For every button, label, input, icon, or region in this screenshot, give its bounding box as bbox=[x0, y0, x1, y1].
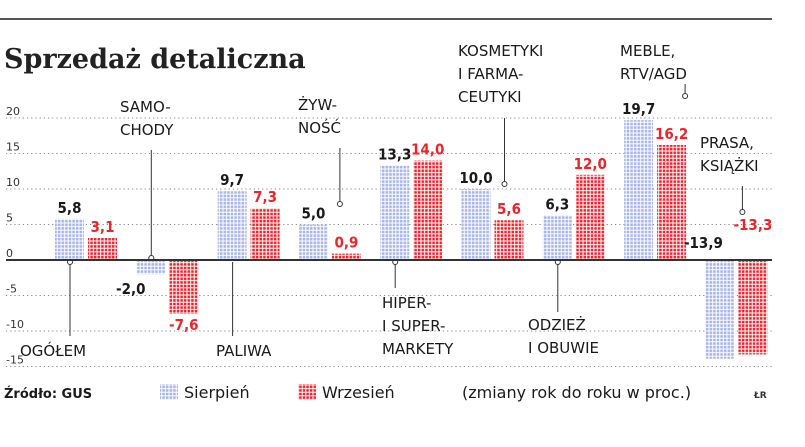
bar-wrzesien bbox=[657, 144, 687, 260]
value-label: 14,0 bbox=[411, 141, 444, 159]
value-label: 5,8 bbox=[58, 199, 82, 217]
bar-wrzesien bbox=[738, 260, 768, 355]
bar-sierpien bbox=[461, 189, 491, 260]
value-label: 16,2 bbox=[655, 125, 688, 143]
y-tick-label: -5 bbox=[6, 283, 17, 296]
category-label: ŻYW- bbox=[298, 95, 337, 114]
category-label: KSIĄŻKI bbox=[700, 156, 759, 175]
category-label: ODZIEŻ bbox=[528, 315, 586, 334]
top-rule bbox=[0, 18, 772, 20]
bar-sierpien bbox=[217, 191, 247, 260]
category-label: PALIWA bbox=[216, 342, 272, 360]
category-label: CEUTYKI bbox=[458, 88, 522, 106]
bar-wrzesien bbox=[169, 260, 199, 314]
category-labels: OGÓŁEM SAMO- CHODY PALIWA ŻYW- NOŚĆ HIPER- I SU… bbox=[20, 42, 759, 360]
bar-wrzesien bbox=[331, 253, 361, 260]
category-label: I FARMA- bbox=[458, 65, 523, 83]
category-label: MEBLE, bbox=[620, 42, 675, 60]
category-label: OGÓŁEM bbox=[20, 341, 86, 360]
category-label: KOSMETYKI bbox=[458, 42, 543, 60]
category-label: RTV/AGD bbox=[620, 65, 687, 83]
bar-sierpien bbox=[705, 260, 735, 359]
bar-wrzesien bbox=[250, 208, 280, 260]
value-label: -7,6 bbox=[169, 316, 199, 334]
y-tick-label: -15 bbox=[6, 354, 24, 367]
bar-sierpien bbox=[55, 218, 84, 260]
y-tick-label: 5 bbox=[6, 212, 13, 225]
value-label: 7,3 bbox=[253, 188, 277, 206]
value-label: 13,3 bbox=[378, 146, 411, 164]
category-label: I OBUWIE bbox=[528, 339, 599, 357]
category-label: NOŚĆ bbox=[298, 118, 341, 137]
value-labels: 5,8 -2,0 9,7 5,0 13,3 10,0 6,3 19,7 -13,9 3,1 -7,6… bbox=[58, 100, 773, 334]
bar-wrzesien bbox=[575, 174, 605, 260]
leader-dot bbox=[501, 181, 508, 187]
value-label: 12,0 bbox=[574, 155, 607, 173]
bar-sierpien bbox=[624, 120, 654, 260]
bar-wrzesien bbox=[88, 237, 117, 260]
value-label: 6,3 bbox=[545, 195, 569, 213]
leader-dot bbox=[336, 201, 343, 207]
legend-label-sierpien: Sierpień bbox=[184, 383, 250, 402]
value-label: 3,1 bbox=[91, 218, 115, 236]
value-label: 10,0 bbox=[459, 169, 492, 187]
leader-dot bbox=[739, 209, 746, 215]
legend-swatch-wrzesien bbox=[298, 384, 316, 400]
bar-sierpien bbox=[298, 224, 328, 260]
category-label: MARKETY bbox=[382, 340, 454, 358]
value-label: -13,9 bbox=[684, 234, 723, 252]
bar-wrzesien bbox=[494, 220, 524, 260]
y-tick-label: 20 bbox=[6, 105, 20, 118]
leader-dot bbox=[682, 93, 689, 99]
source-label: Źródło: GUS bbox=[4, 386, 92, 402]
bar-wrzesien bbox=[413, 160, 443, 260]
units-note: (zmiany rok do roku w proc.) bbox=[462, 383, 691, 402]
category-label: I SUPER- bbox=[382, 317, 445, 335]
y-tick-label: -10 bbox=[6, 318, 24, 331]
y-tick-label: 0 bbox=[6, 247, 13, 260]
category-label: HIPER- bbox=[382, 294, 431, 312]
category-label: SAMO- bbox=[120, 98, 171, 116]
value-label: 5,6 bbox=[497, 200, 521, 218]
value-label: -2,0 bbox=[116, 280, 146, 298]
value-label: 0,9 bbox=[334, 234, 358, 252]
bar-sierpien bbox=[542, 215, 572, 260]
bar-sierpien bbox=[136, 260, 166, 275]
y-tick-label: 15 bbox=[6, 141, 20, 154]
bar-sierpien bbox=[380, 165, 410, 260]
y-tick-label: 10 bbox=[6, 176, 20, 189]
category-label: PRASA, bbox=[700, 134, 754, 152]
bars bbox=[55, 120, 768, 359]
y-axis-ticks: 20 15 10 5 0 -5 -10 -15 bbox=[6, 105, 24, 367]
value-label: 9,7 bbox=[220, 171, 244, 189]
label-leader-lines bbox=[67, 84, 746, 336]
value-label: 5,0 bbox=[301, 205, 325, 223]
category-label: CHODY bbox=[120, 121, 174, 139]
author-credit: ŁR bbox=[753, 391, 767, 401]
chart-title: Sprzedaż detaliczna bbox=[4, 44, 306, 75]
value-label: -13,3 bbox=[733, 216, 772, 234]
value-label: 19,7 bbox=[622, 100, 655, 118]
legend-label-wrzesien: Wrzesień bbox=[322, 383, 395, 402]
legend-swatch-sierpien bbox=[160, 384, 178, 400]
